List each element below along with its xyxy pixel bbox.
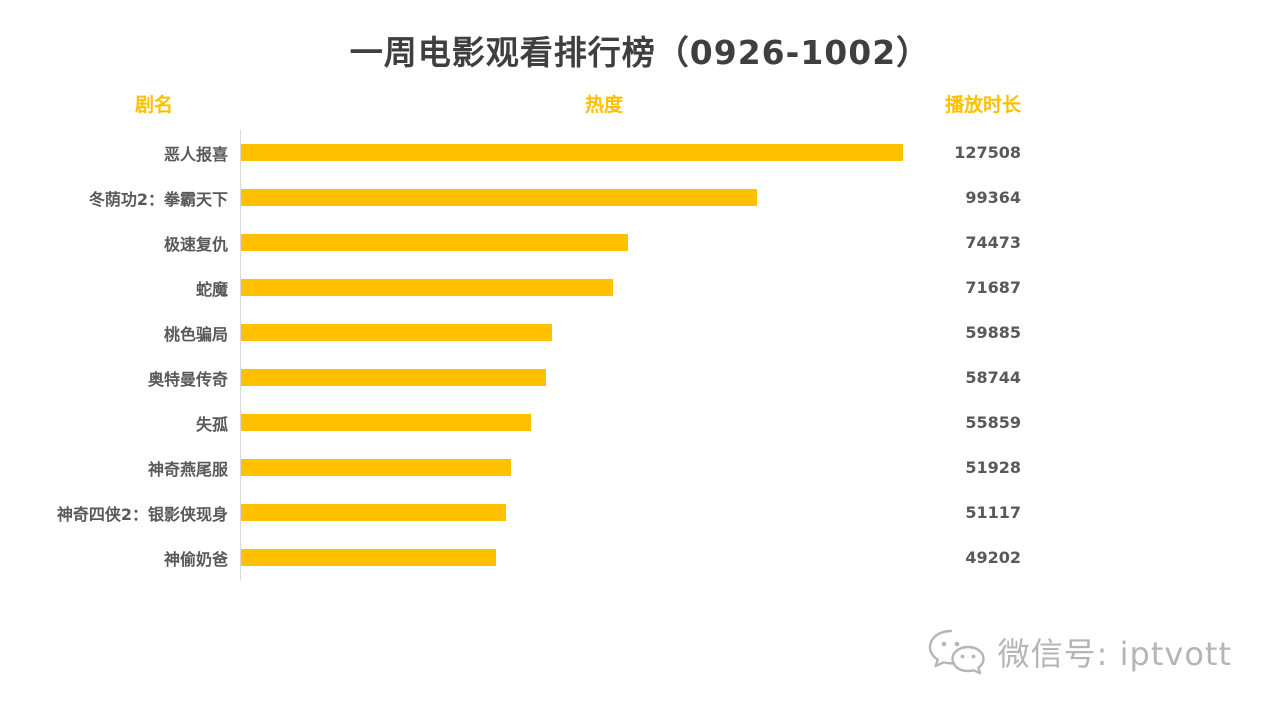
duration-value: 127508 (954, 143, 1021, 162)
table-row: 神偷奶爸 49202 (0, 535, 1040, 580)
movie-name-label: 桃色骗局 (163, 324, 228, 344)
heat-bar (241, 459, 511, 476)
table-row: 失孤 55859 (0, 400, 1040, 445)
heat-bar (241, 189, 757, 206)
duration-value: 74473 (965, 233, 1021, 252)
table-row: 极速复仇 74473 (0, 220, 1040, 265)
bar-track (240, 490, 903, 535)
heat-bar (241, 279, 614, 296)
movie-name-label: 极速复仇 (163, 234, 228, 254)
heat-bar (241, 234, 628, 251)
heat-bar (241, 414, 532, 431)
duration-value: 99364 (965, 188, 1021, 207)
table-row: 桃色骗局 59885 (0, 310, 1040, 355)
movie-name-label: 冬荫功2：拳霸天下 (88, 189, 228, 209)
table-row: 神奇燕尾服 51928 (0, 445, 1040, 490)
duration-value: 58744 (965, 368, 1021, 387)
bar-track (240, 400, 903, 445)
bar-track (240, 130, 903, 175)
table-row: 恶人报喜 127508 (0, 130, 1040, 175)
duration-value: 59885 (965, 323, 1021, 342)
bar-track (240, 265, 903, 310)
movie-name-label: 神奇燕尾服 (147, 459, 228, 479)
movie-name-label: 神奇四侠2：银影侠现身 (56, 504, 228, 524)
table-row: 冬荫功2：拳霸天下 99364 (0, 175, 1040, 220)
table-row: 蛇魔 71687 (0, 265, 1040, 310)
duration-value: 51117 (965, 503, 1021, 522)
heat-bar (241, 549, 497, 566)
movie-name-label: 蛇魔 (195, 279, 228, 299)
header-duration: 播放时长 (945, 94, 1022, 116)
duration-value: 51928 (965, 458, 1021, 477)
page-title: 一周电影观看排行榜（0926-1002） (349, 33, 931, 72)
duration-value: 49202 (965, 548, 1021, 567)
header-heat: 热度 (585, 94, 624, 116)
bar-track (240, 220, 903, 265)
heat-bar (241, 504, 507, 521)
bar-track (240, 445, 903, 490)
duration-value: 55859 (965, 413, 1021, 432)
bar-track (240, 535, 903, 580)
header-name: 剧名 (135, 94, 174, 116)
heat-bar (241, 324, 552, 341)
movie-name-label: 奥特曼传奇 (147, 369, 228, 389)
bar-chart: 恶人报喜 127508 冬荫功2：拳霸天下 99364 极速复仇 74473 蛇魔 71687… (0, 130, 1040, 580)
movie-name-label: 恶人报喜 (163, 144, 228, 164)
bar-track (240, 355, 903, 400)
table-row: 神奇四侠2：银影侠现身 51117 (0, 490, 1040, 535)
heat-bar (241, 144, 903, 161)
footer: 微信号: iptvott (926, 626, 1232, 678)
bar-track (240, 310, 903, 355)
wechat-id-label: 微信号: iptvott (997, 635, 1232, 673)
movie-name-label: 神偷奶爸 (163, 549, 228, 569)
bar-track (240, 175, 903, 220)
wechat-icon (928, 629, 985, 675)
duration-value: 71687 (965, 278, 1021, 297)
table-row: 奥特曼传奇 58744 (0, 355, 1040, 400)
movie-name-label: 失孤 (195, 414, 228, 434)
heat-bar (241, 369, 546, 386)
